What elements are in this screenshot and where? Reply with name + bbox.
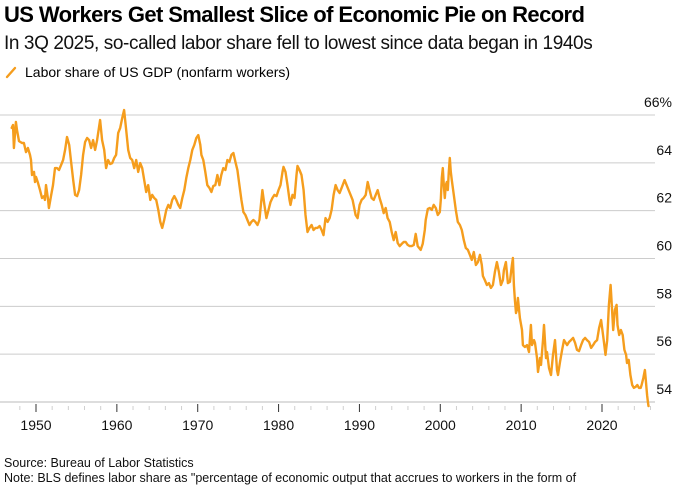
x-tick-label: 2020 [586,417,617,433]
x-tick-label: 2010 [506,417,537,433]
y-tick-label: 56 [656,333,672,349]
y-tick-label: 64 [656,142,672,158]
y-tick-label: 60 [656,238,672,254]
chart-title: US Workers Get Smallest Slice of Economi… [4,2,585,27]
x-tick-label: 1960 [101,417,132,433]
legend-label: Labor share of US GDP (nonfarm workers) [25,64,291,80]
x-tick-label: 1950 [20,417,51,433]
footnote: Note: BLS defines labor share as "percen… [4,471,577,485]
source-note: Source: Bureau of Labor Statistics [4,456,194,470]
legend-line-icon [5,66,17,79]
series-group [10,108,650,408]
x-tick-label: 1980 [263,417,294,433]
line-chart: 54 56 58 60 62 64 66% 1950 1960 1970 1980 1990 2000… [0,94,672,433]
x-axis: 1950 1960 1970 1980 1990 2000 2010 2020 [19,404,652,433]
y-axis-ticks: 54 56 58 60 62 64 66% [644,94,672,397]
x-tick-label: 1990 [344,417,375,433]
x-tick-label: 1970 [182,417,213,433]
chart-subtitle: In 3Q 2025, so-called labor share fell t… [4,33,593,54]
y-tick-label: 66% [644,94,672,110]
y-tick-label: 62 [656,190,672,206]
y-tick-label: 54 [656,381,672,397]
series-line-labor-share [10,108,650,408]
y-tick-label: 58 [656,285,672,301]
x-tick-label: 2000 [425,417,456,433]
legend: Labor share of US GDP (nonfarm workers) [4,64,290,80]
